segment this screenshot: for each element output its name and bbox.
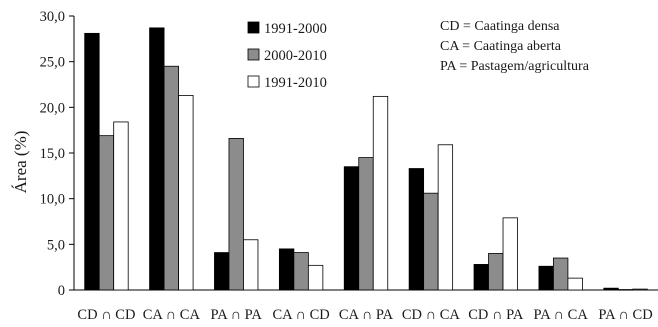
bar-1991-2010 — [372, 95, 389, 291]
bar-1991-2010 — [632, 288, 648, 291]
category-labels: CD ∩ CD CA ∩ CA PA ∩ PA CA ∩ CD CA ∩ PA CD ∩ … — [77, 307, 652, 323]
legend: 1991-2000 2000-2010 1991-2010 — [247, 21, 327, 91]
bar-1991-2000 — [278, 248, 295, 291]
bar-1991-2000 — [84, 32, 100, 291]
abbreviation-notes: CD = Caatinga densa CA = Caatinga aberta P… — [440, 19, 590, 74]
y-tick-label: 15,0 — [40, 146, 65, 162]
legend-label: 2000-2010 — [264, 48, 327, 64]
bar-2000-2010 — [423, 192, 439, 291]
bar-2000-2010 — [293, 252, 309, 291]
legend-swatch — [247, 21, 260, 34]
bar-1991-2000 — [603, 287, 619, 291]
legend-swatch — [247, 75, 260, 88]
bars — [84, 27, 648, 291]
bar-1991-2010 — [113, 121, 129, 291]
bar-1991-2000 — [473, 264, 489, 291]
bar-2000-2010 — [553, 257, 569, 291]
bar-1991-2010 — [437, 144, 454, 291]
legend-swatch — [247, 48, 260, 61]
bar-1991-2000 — [149, 27, 165, 291]
y-tick-label: 25,0 — [40, 55, 65, 71]
category-label: CD ∩ CD — [77, 307, 135, 323]
category-label: CD ∩ CA — [402, 307, 461, 323]
abbreviation-note: CD = Caatinga densa — [440, 19, 560, 34]
bar-1991-2000 — [408, 168, 425, 291]
category-label: CA ∩ CD — [273, 307, 330, 323]
bar-1991-2010 — [178, 95, 194, 291]
bar-1991-2010 — [243, 239, 259, 291]
category-label: CD ∩ PA — [468, 307, 524, 323]
bar-1991-2010 — [567, 277, 583, 291]
bar-2000-2010 — [228, 137, 244, 291]
y-tick-label: 10,0 — [40, 192, 65, 208]
bar-2000-2010 — [163, 65, 179, 291]
category-label: PA ∩ CA — [534, 307, 589, 323]
bar-1991-2010 — [307, 264, 324, 291]
category-label: CA ∩ PA — [339, 307, 394, 323]
legend-label: 1991-2010 — [264, 75, 327, 91]
y-axis-label: Área (%) — [11, 131, 30, 194]
y-tick-label: 20,0 — [40, 100, 65, 116]
bar-1991-2000 — [343, 166, 360, 291]
abbreviation-note: PA = Pastagem/agricultura — [440, 59, 590, 74]
category-label: PA ∩ PA — [211, 307, 263, 323]
legend-label: 1991-2000 — [264, 21, 327, 37]
y-tick-labels: 0 5,0 10,0 15,0 20,0 25,0 30,0 — [40, 9, 65, 299]
bar-2000-2010 — [358, 157, 374, 291]
bar-2000-2010 — [98, 135, 115, 291]
category-label: PA ∩ CD — [598, 307, 652, 323]
bar-1991-2000 — [538, 265, 554, 291]
y-tick-label: 0 — [58, 283, 65, 299]
bar-1991-2000 — [214, 252, 230, 291]
bar-2000-2010 — [488, 253, 504, 291]
bar-2000-2010 — [617, 289, 634, 291]
category-label: CA ∩ CA — [143, 307, 201, 323]
y-tick-label: 30,0 — [40, 9, 65, 25]
abbreviation-note: CA = Caatinga aberta — [440, 39, 562, 54]
y-tick-label: 5,0 — [47, 237, 65, 253]
bar-1991-2010 — [502, 217, 518, 291]
